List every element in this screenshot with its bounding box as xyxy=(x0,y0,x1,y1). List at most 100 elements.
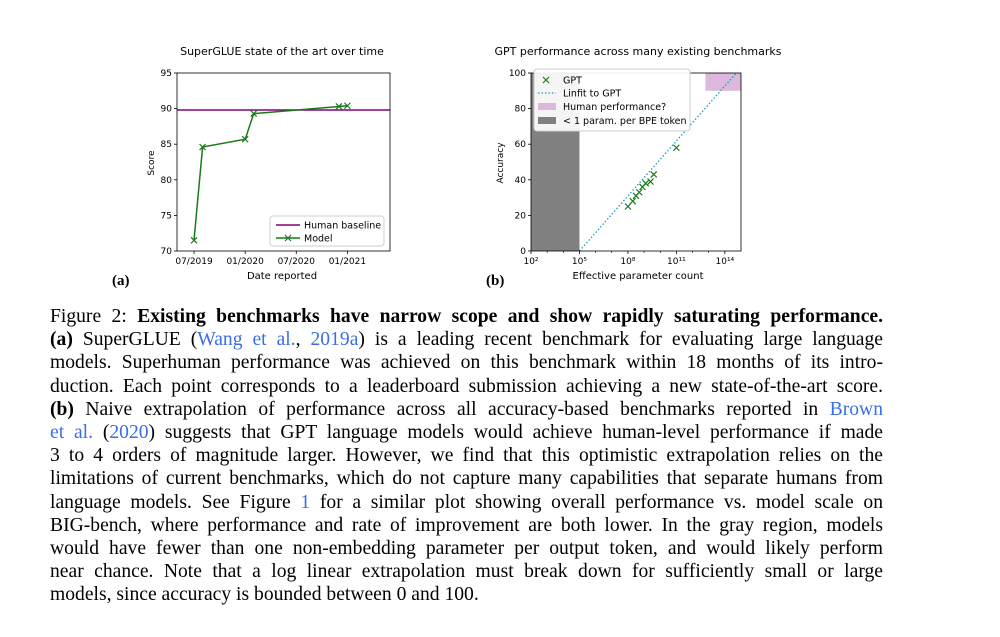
chart-a-legend: Human baseline Model xyxy=(269,215,385,247)
chart-a-plot-area xyxy=(177,102,390,244)
gpt-point xyxy=(629,197,637,205)
y-tick-label: 80 xyxy=(161,176,173,186)
x-tick-label: 10² xyxy=(523,257,538,267)
panel-label-a: (a) xyxy=(112,273,130,289)
model-point xyxy=(199,143,206,151)
model-line xyxy=(193,105,348,241)
chart-a-ylabel: Score xyxy=(147,150,157,176)
chart-b: GPT performance across many existing ben… xyxy=(494,45,781,282)
x-tick-label: 10⁸ xyxy=(620,257,635,267)
legend-linfit: Linfit to GPT xyxy=(563,89,621,100)
y-tick-label: 0 xyxy=(520,247,526,257)
figure-caption: Figure 2: Existing benchmarks have narro… xyxy=(50,305,883,607)
caption-line: et al. (2020) suggests that GPT language… xyxy=(50,421,883,444)
caption-text: Figure 2: xyxy=(50,306,138,327)
caption-text: near chance. Note that a log linear extr… xyxy=(50,561,883,583)
model-point xyxy=(250,110,258,118)
x-tick-label: 07/2019 xyxy=(175,257,213,267)
chart-a-frame xyxy=(176,72,391,252)
caption-text: , xyxy=(295,329,311,351)
caption-text: for a similar plot showing overall perfo… xyxy=(310,491,883,513)
y-tick-label: 40 xyxy=(515,176,527,186)
caption-line: BIG-bench, where performance and rate of… xyxy=(50,514,883,537)
caption-line: models. Superhuman performance was achie… xyxy=(50,351,883,374)
caption-citation-link[interactable]: 2020 xyxy=(109,422,149,444)
gpt-point xyxy=(647,178,654,186)
caption-citation-link[interactable]: et al. xyxy=(50,422,93,444)
gpt-point xyxy=(642,179,650,187)
caption-text: models, since accuracy is bounded betwee… xyxy=(50,584,479,606)
caption-text: ) suggests that GPT language models woul… xyxy=(148,422,883,444)
x-tick-label: 07/2020 xyxy=(278,257,316,267)
caption-line: limitations of current benchmarks, which… xyxy=(50,467,883,490)
chart-a-axes: 70 75 80 85 90 95 07/2019 01/2020 07/2020 01/2021 xyxy=(161,69,391,267)
y-tick-label: 85 xyxy=(161,140,172,150)
caption-text: Existing benchmarks have narrow scope an… xyxy=(137,306,883,327)
model-point xyxy=(335,103,343,110)
chart-b-legend: GPT Linfit to GPT Human performance? < 1… xyxy=(533,68,691,132)
y-tick-label: 95 xyxy=(161,69,172,79)
gpt-point xyxy=(650,171,658,178)
caption-line: (a) SuperGLUE (Wang et al., 2019a) is a … xyxy=(50,328,883,351)
x-tick-label: 01/2021 xyxy=(329,257,366,267)
chart-a-title: SuperGLUE state of the art over time xyxy=(180,45,384,58)
caption-line: language models. See Figure 1 for a simi… xyxy=(50,491,883,514)
x-tick-label: 10¹⁴ xyxy=(716,257,735,267)
legend-model: Model xyxy=(304,234,333,245)
caption-text: ) is a leading recent benchmark for eval… xyxy=(358,329,883,351)
x-tick-label: 10¹¹ xyxy=(667,257,686,267)
caption-citation-link[interactable]: Brown xyxy=(829,398,883,420)
caption-text: limitations of current benchmarks, which… xyxy=(50,468,883,490)
caption-line: near chance. Note that a log linear extr… xyxy=(50,560,883,583)
y-tick-label: 60 xyxy=(515,140,527,150)
legend-model-marker xyxy=(284,234,292,242)
legend-human-performance: Human performance? xyxy=(563,102,666,113)
caption-line: duction. Each point corresponds to a lea… xyxy=(50,375,883,398)
legend-gpt-marker xyxy=(542,76,550,84)
legend-gray-region: < 1 param. per BPE token xyxy=(563,116,687,127)
chart-b-ylabel: Accuracy xyxy=(496,142,506,184)
linfit-line xyxy=(578,73,738,251)
caption-line: would have fewer than one non-embedding … xyxy=(50,537,883,560)
caption-text: models. Superhuman performance was achie… xyxy=(50,352,883,374)
x-tick-label: 01/2020 xyxy=(226,257,264,267)
caption-text: 3 to 4 orders of magnitude larger. Howev… xyxy=(50,445,883,467)
caption-citation-link[interactable]: Wang et al. xyxy=(197,329,296,351)
gpt-point xyxy=(672,144,680,152)
chart-a: SuperGLUE state of the art over time 707… xyxy=(147,45,391,282)
y-tick-label: 75 xyxy=(161,211,172,221)
model-point xyxy=(241,135,249,143)
model-point xyxy=(190,236,198,244)
caption-text: duction. Each point corresponds to a lea… xyxy=(50,375,883,397)
caption-text: (a) xyxy=(50,329,73,351)
x-tick-label: 10⁵ xyxy=(572,257,587,267)
caption-line: 3 to 4 orders of magnitude larger. Howev… xyxy=(50,444,883,467)
caption-text: would have fewer than one non-embedding … xyxy=(50,538,883,560)
caption-citation-link[interactable]: 1 xyxy=(300,491,311,513)
caption-text: Naive extrapolation of performance acros… xyxy=(73,398,830,420)
model-point xyxy=(343,102,351,110)
caption-text: language models. See Figure xyxy=(50,491,301,513)
caption-text: SuperGLUE ( xyxy=(72,329,198,351)
caption-text: (b) xyxy=(50,398,74,420)
legend-human-baseline: Human baseline xyxy=(304,221,381,232)
figure-charts: SuperGLUE state of the art over time 707… xyxy=(112,45,782,289)
caption-line: models, since accuracy is bounded betwee… xyxy=(50,583,883,606)
gpt-point xyxy=(635,188,643,196)
chart-b-title: GPT performance across many existing ben… xyxy=(494,45,781,58)
chart-b-xlabel: Effective parameter count xyxy=(573,271,704,282)
y-tick-label: 20 xyxy=(515,211,527,221)
chart-a-xlabel: Date reported xyxy=(247,271,317,282)
y-tick-label: 100 xyxy=(509,69,526,79)
gpt-point xyxy=(624,203,632,210)
caption-citation-link[interactable]: 2019a xyxy=(310,329,359,351)
caption-line: Figure 2: Existing benchmarks have narro… xyxy=(50,305,883,328)
caption-text: BIG-bench, where performance and rate of… xyxy=(50,514,883,536)
caption-text: ( xyxy=(93,422,110,444)
y-tick-label: 90 xyxy=(161,105,173,115)
y-tick-label: 70 xyxy=(161,247,173,257)
panel-label-b: (b) xyxy=(486,273,504,289)
legend-gpt: GPT xyxy=(563,76,582,87)
y-tick-label: 80 xyxy=(515,105,527,115)
caption-line: (b) Naive extrapolation of performance a… xyxy=(50,398,883,421)
